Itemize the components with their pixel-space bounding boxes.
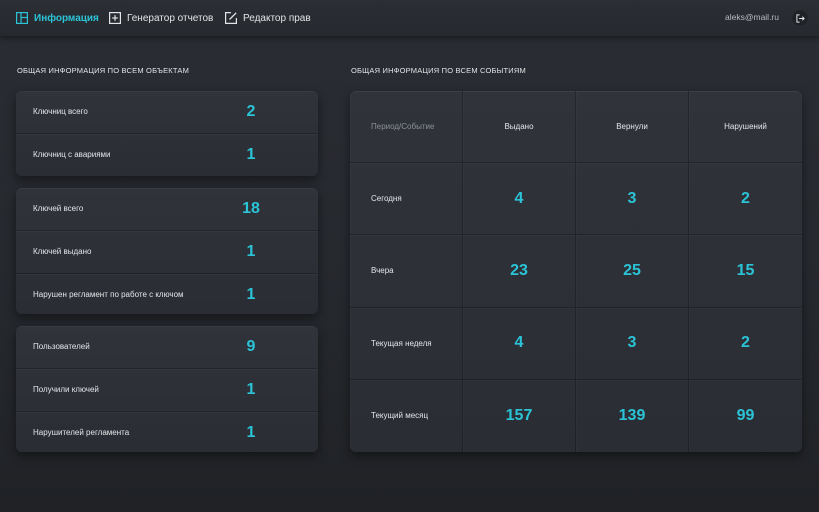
users-card: Пользователей 9 Получили ключей 1 Наруши… — [16, 326, 318, 452]
keys-card: Ключей всего 18 Ключей выдано 1 Нарушен … — [16, 188, 318, 314]
dashboard-icon — [16, 12, 28, 24]
returned-value: 139 — [576, 379, 689, 452]
returned-value: 25 — [576, 235, 689, 308]
issued-value: 23 — [463, 235, 576, 308]
stat-label: Пользователей — [33, 342, 90, 351]
stat-row: Пользователей 9 — [16, 326, 318, 369]
stat-value: 1 — [246, 243, 256, 260]
stat-value: 18 — [242, 200, 260, 217]
stat-label: Ключей всего — [33, 204, 84, 213]
stat-value: 1 — [246, 424, 256, 441]
stat-label: Получили ключей — [33, 385, 99, 394]
stat-value: 9 — [246, 338, 256, 355]
events-section-title: ОБЩАЯ ИНФОРМАЦИЯ ПО ВСЕМ СОБЫТИЯМ — [351, 66, 526, 75]
issued-value: 157 — [463, 379, 576, 452]
stat-label: Нарушителей регламента — [33, 428, 130, 437]
returned-value: 3 — [576, 307, 689, 380]
violations-value: 2 — [689, 163, 802, 236]
period-cell: Текущая неделя — [350, 307, 463, 380]
issued-value: 4 — [463, 307, 576, 380]
stat-value: 2 — [246, 103, 256, 120]
user-email: aleks@mail.ru — [725, 12, 779, 22]
stat-value: 1 — [246, 381, 256, 398]
stat-label: Нарушен регламент по работе с ключом — [33, 290, 184, 299]
nav-item-label: Генератор отчетов — [127, 12, 214, 24]
period-cell: Вчера — [350, 235, 463, 308]
nav-item-report-generator[interactable]: Генератор отчетов — [109, 0, 213, 36]
nav-item-info[interactable]: Информация — [16, 0, 99, 36]
nav-item-rights-editor[interactable]: Редактор прав — [225, 0, 311, 36]
table-header-violations: Нарушений — [689, 91, 802, 164]
nav-item-label: Редактор прав — [243, 12, 311, 24]
violations-value: 99 — [689, 380, 802, 452]
period-cell: Текущий месяц — [350, 379, 463, 452]
table-header-issued: Выдано — [463, 91, 576, 164]
stat-row: Нарушителей регламента 1 — [16, 412, 318, 454]
stat-row: Получили ключей 1 — [16, 369, 318, 412]
logout-icon — [795, 13, 805, 23]
issued-value: 4 — [463, 163, 576, 236]
keybox-card: Ключниц всего 2 Ключниц с авариями 1 — [16, 91, 318, 176]
stat-value: 1 — [246, 286, 256, 303]
stat-row: Ключей выдано 1 — [16, 231, 318, 274]
stat-label: Ключниц всего — [33, 107, 88, 116]
stat-label: Ключей выдано — [33, 247, 92, 256]
top-bar: Информация Генератор отчетов Редактор пр… — [0, 0, 819, 36]
table-header-returned: Вернули — [576, 91, 689, 164]
returned-value: 3 — [576, 163, 689, 236]
stat-row: Ключниц всего 2 — [16, 91, 318, 134]
nav-item-label: Информация — [34, 12, 99, 24]
add-square-icon — [109, 12, 121, 24]
stat-row: Ключей всего 18 — [16, 188, 318, 231]
stat-label: Ключниц с авариями — [33, 150, 111, 159]
violations-value: 15 — [689, 235, 802, 308]
stat-row: Нарушен регламент по работе с ключом 1 — [16, 274, 318, 316]
period-cell: Сегодня — [350, 163, 463, 236]
edit-icon — [225, 12, 237, 24]
logout-button[interactable] — [791, 9, 809, 27]
objects-section-title: ОБЩАЯ ИНФОРМАЦИЯ ПО ВСЕМ ОБЪЕКТАМ — [17, 66, 190, 75]
events-table: Период/Событие Выдано Вернули Нарушений … — [350, 91, 802, 452]
stat-row: Ключниц с авариями 1 — [16, 134, 318, 176]
violations-value: 2 — [689, 308, 802, 380]
table-header-period: Период/Событие — [350, 91, 463, 164]
stat-value: 1 — [246, 146, 256, 163]
